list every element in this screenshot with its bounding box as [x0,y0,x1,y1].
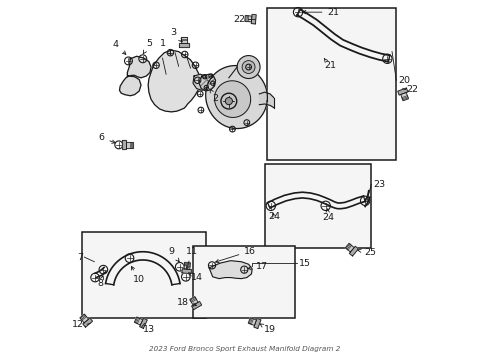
Text: 18: 18 [177,298,196,307]
Text: 14: 14 [189,273,203,282]
Text: 25: 25 [358,248,376,257]
Polygon shape [192,301,202,310]
Polygon shape [401,93,409,101]
Polygon shape [83,318,93,327]
Text: 17: 17 [248,262,268,271]
Polygon shape [349,246,358,256]
Text: 6: 6 [98,133,115,143]
Text: 23: 23 [373,180,386,189]
Polygon shape [140,318,147,328]
Circle shape [237,55,260,78]
Polygon shape [248,318,256,325]
Text: 22: 22 [406,85,418,94]
Text: 4: 4 [113,40,126,54]
Text: 9: 9 [168,247,179,262]
Polygon shape [259,92,274,108]
Text: 24: 24 [322,209,334,222]
Polygon shape [126,142,133,148]
Text: 24: 24 [269,212,280,221]
Polygon shape [398,88,408,95]
Text: 21: 21 [324,59,336,71]
Polygon shape [181,37,187,43]
Text: 7: 7 [77,253,83,262]
Text: 19: 19 [260,324,276,334]
Polygon shape [193,74,208,90]
Bar [193,246,295,318]
Text: 12: 12 [73,320,84,329]
Text: 22: 22 [233,15,245,24]
Bar [265,164,370,248]
Polygon shape [122,140,126,149]
Text: 10: 10 [131,266,145,284]
Text: 3: 3 [170,28,182,42]
Text: 15: 15 [299,259,311,268]
Polygon shape [254,319,261,328]
Circle shape [242,60,255,73]
Polygon shape [245,15,252,22]
Text: 20: 20 [398,76,411,85]
Text: 11: 11 [186,247,198,269]
Polygon shape [215,81,251,117]
Polygon shape [127,56,151,78]
Polygon shape [184,262,190,269]
Polygon shape [120,76,141,96]
Polygon shape [209,261,252,279]
Text: 5: 5 [143,39,152,54]
Text: 8: 8 [98,276,103,288]
Polygon shape [345,243,354,252]
Polygon shape [179,43,189,47]
Bar [267,8,395,160]
Text: 2023 Ford Bronco Sport Exhaust Manifold Diagram 2: 2023 Ford Bronco Sport Exhaust Manifold … [149,346,341,352]
Bar [82,232,205,318]
Polygon shape [148,50,200,112]
Text: 2: 2 [210,89,218,103]
Text: 13: 13 [143,325,155,334]
Text: 1: 1 [160,39,171,54]
Polygon shape [80,314,89,323]
Polygon shape [134,317,143,325]
Polygon shape [182,269,192,274]
Text: 21: 21 [302,8,340,17]
Polygon shape [190,297,198,305]
Polygon shape [206,66,268,129]
Circle shape [225,98,232,105]
Text: 16: 16 [216,247,256,263]
Polygon shape [251,14,256,24]
